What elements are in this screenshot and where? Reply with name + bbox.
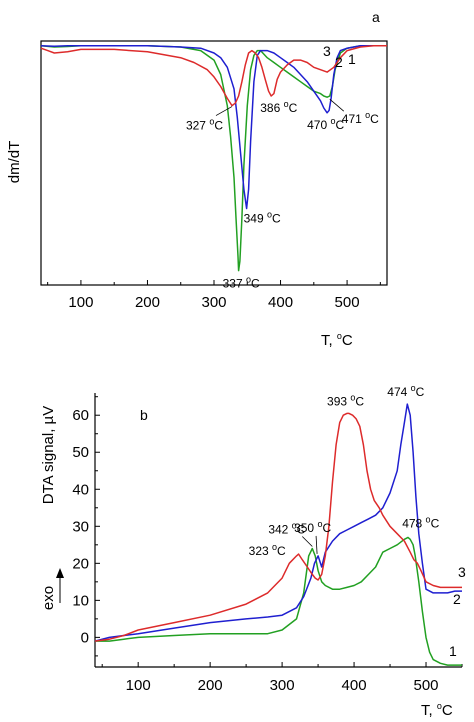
chart-b-annotation-leader-3 [315,535,318,554]
chart-b-annotation-leader-2 [302,536,313,547]
chart-b-exo-label: exo [40,586,57,610]
chart-a-annotation-3: 386 oC [260,99,297,115]
chart-b-annotation-2: 342 oC [268,521,305,537]
chart-b-y-tick-label: 40 [72,481,89,498]
chart-a-annotation-2: 337 oC [223,275,260,291]
chart-b-annotation-5: 478 oC [402,514,439,530]
chart-b-curve-label-3: 3 [458,564,466,580]
chart-b-series-line-2 [94,403,462,642]
chart-a-annotation-0: 327 oC [186,117,223,133]
chart-b-curve-label-1: 1 [449,643,457,659]
chart-a-x-axis-label: T, oC [321,331,353,349]
chart-b-annotation-4: 323 oC [249,542,286,558]
chart-a-annotation-leader-0 [215,106,233,116]
chart-b-y-tick-label: 20 [72,555,89,572]
chart-a-series-line-1 [40,45,387,272]
chart-a-curve-label-3: 3 [323,43,331,59]
chart-b-annotation-1: 474 oC [387,383,424,399]
chart-b-y-tick-label: 0 [81,629,89,646]
chart-b-series-line-1 [95,536,462,666]
chart-b-series-group [94,403,462,666]
chart-b-y-axis-label: DTA signal, µV [40,406,57,504]
chart-b-curve-label-2: 2 [453,591,461,607]
chart-a-annotation-1: 349 oC [244,209,281,225]
chart-a-annotation-leader-5 [329,98,345,112]
chart-a-curve-label-1: 1 [348,51,356,67]
chart-a: 100 200 300 400 500 327 oC 349 oC 337 oC 386 oC… [6,9,388,349]
chart-a-x-tick-label: 500 [335,294,360,311]
chart-a-panel-label: a [372,9,380,25]
chart-b-x-tick-label: 400 [342,677,367,694]
chart-a-annotation-4: 470 oC [307,116,344,132]
chart-a-series-group [40,45,387,272]
chart-b-y-tick-label: 30 [72,518,89,535]
chart-a-series-line-2 [40,45,387,210]
chart-b-x-tick-label: 500 [414,677,439,694]
chart-b-panel-label: b [140,407,148,423]
chart-b-y-tick-label: 10 [72,592,89,609]
chart-b: 100 200 300 400 500 0 10 20 30 40 50 60 393 oC 474 o… [40,383,466,719]
chart-a-series-line-3 [40,45,387,107]
chart-a-x-axis: 100 200 300 400 500 [47,280,381,311]
chart-a-y-axis-label: dm/dT [6,141,23,184]
chart-a-annotation-5: 471 oC [342,110,379,126]
exo-arrow-icon [56,568,64,578]
chart-b-axes: 100 200 300 400 500 0 10 20 30 40 50 60 [72,396,463,694]
chart-b-y-tick-label: 60 [72,407,89,424]
chart-b-annotation-3: 350 oC [294,519,331,535]
chart-b-x-tick-label: 200 [198,677,223,694]
chart-b-x-tick-label: 100 [126,677,151,694]
chart-b-x-axis-label: T, oC [421,701,453,719]
chart-b-y-tick-label: 50 [72,444,89,461]
chart-a-x-tick-label: 400 [268,294,293,311]
chart-a-x-tick-label: 100 [68,294,93,311]
chart-b-x-tick-label: 300 [270,677,295,694]
chart-a-x-tick-label: 300 [201,294,226,311]
chart-b-annotation-0: 393 oC [327,392,364,408]
chart-a-curve-label-2: 2 [335,54,343,70]
chart-b-series-line-3 [94,412,462,642]
chart-a-x-tick-label: 200 [135,294,160,311]
